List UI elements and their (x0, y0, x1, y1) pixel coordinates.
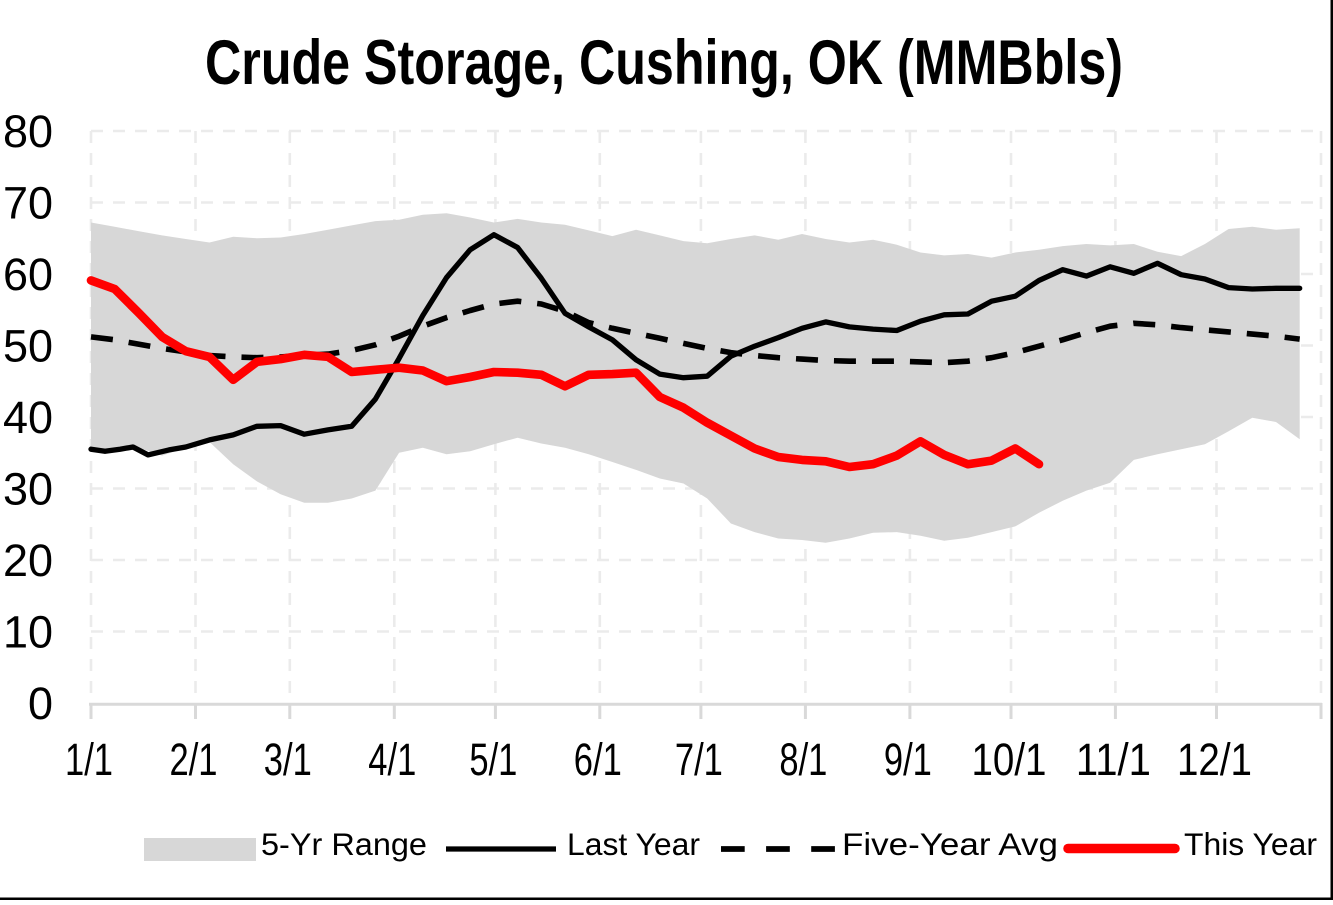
svg-text:20: 20 (3, 535, 53, 586)
svg-text:8/1: 8/1 (779, 734, 827, 785)
svg-text:50: 50 (3, 320, 53, 371)
svg-text:This Year: This Year (1184, 826, 1317, 862)
svg-text:3/1: 3/1 (264, 734, 312, 785)
svg-text:80: 80 (3, 106, 53, 157)
svg-text:5/1: 5/1 (469, 734, 517, 785)
svg-text:0: 0 (28, 678, 53, 729)
svg-text:60: 60 (3, 249, 53, 300)
svg-text:5-Yr Range: 5-Yr Range (261, 826, 427, 862)
svg-text:10/1: 10/1 (972, 734, 1047, 785)
svg-text:Last Year: Last Year (567, 826, 700, 862)
svg-text:9/1: 9/1 (884, 734, 932, 785)
svg-text:12/1: 12/1 (1177, 734, 1252, 785)
svg-text:6/1: 6/1 (574, 734, 622, 785)
svg-text:7/1: 7/1 (675, 734, 723, 785)
svg-text:70: 70 (3, 177, 53, 228)
svg-text:40: 40 (3, 392, 53, 443)
svg-text:1/1: 1/1 (65, 734, 113, 785)
svg-text:11/1: 11/1 (1076, 734, 1151, 785)
svg-text:10: 10 (3, 606, 53, 657)
svg-text:Five-Year Avg: Five-Year Avg (842, 826, 1058, 862)
svg-text:30: 30 (3, 463, 53, 514)
svg-text:4/1: 4/1 (368, 734, 416, 785)
svg-text:2/1: 2/1 (170, 734, 218, 785)
svg-text:Crude Storage, Cushing, OK (MM: Crude Storage, Cushing, OK (MMBbls) (205, 28, 1123, 98)
